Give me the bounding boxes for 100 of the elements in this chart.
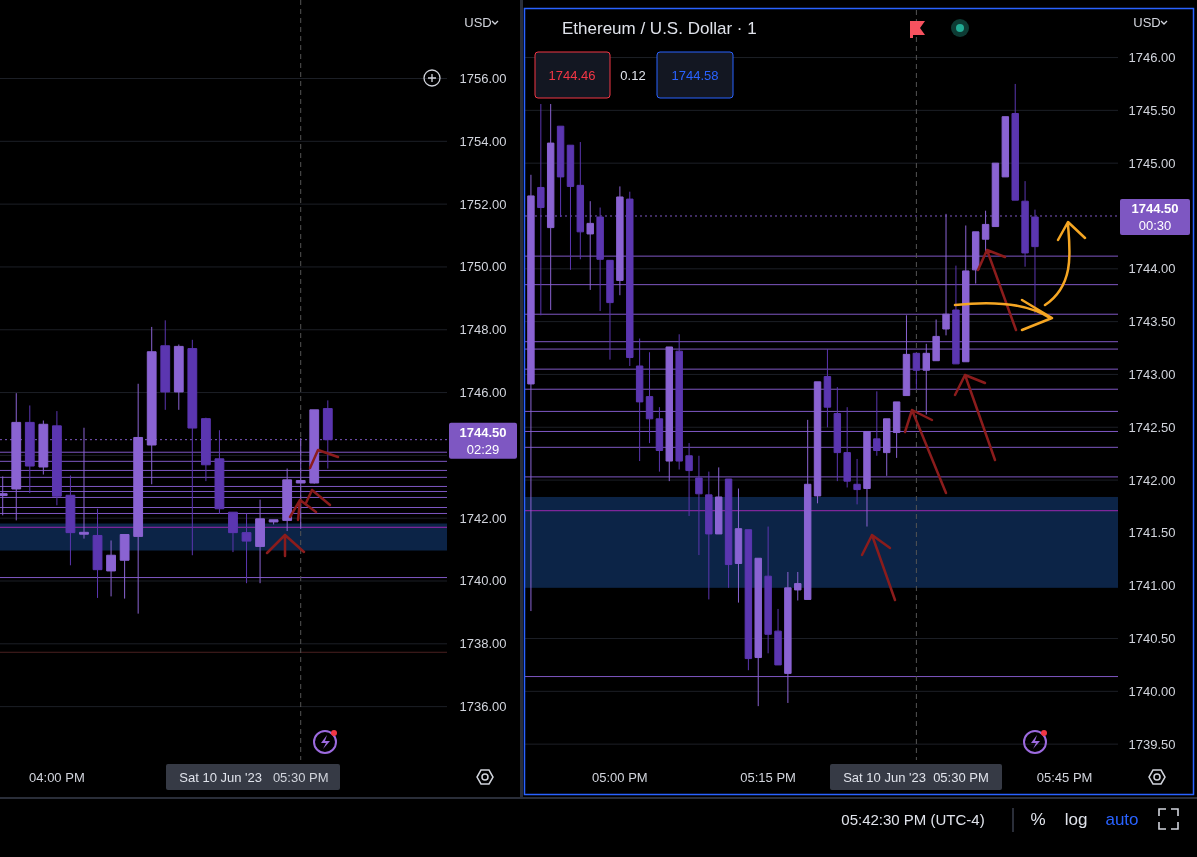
text: Ethereum / U.S. Dollar · 1: [562, 19, 757, 38]
candlestick: [952, 265, 960, 365]
y-tick-label: 1736.00: [459, 699, 507, 715]
candlestick: [586, 200, 594, 291]
candlestick: [971, 231, 980, 285]
candlestick: [119, 534, 130, 600]
candlestick: [803, 419, 812, 600]
x-tick-label: 04:00 PM: [29, 770, 85, 785]
candlestick: [576, 141, 585, 260]
candlestick: [309, 409, 320, 485]
candlestick: [566, 144, 575, 271]
candlestick: [685, 442, 693, 517]
text: 00:30: [1138, 218, 1172, 233]
candlestick: [201, 417, 211, 482]
text: 05:42:30 PM (UTC-4): [841, 811, 985, 828]
candlestick: [146, 326, 157, 485]
candlestick: [942, 213, 950, 336]
x-tick-label: 05:15 PM: [740, 770, 796, 785]
candlestick: [991, 162, 1000, 228]
y-axis-title: USD: [1133, 15, 1161, 30]
candlestick: [922, 343, 930, 416]
candlestick: [11, 392, 22, 521]
candlestick: [133, 383, 144, 615]
candlestick: [1031, 209, 1039, 314]
candlestick: [92, 508, 103, 599]
y-tick-label: 1745.50: [1128, 102, 1176, 118]
y-tick-label: 1740.50: [1128, 631, 1176, 647]
candlestick: [268, 519, 279, 525]
candlestick: [764, 526, 772, 654]
y-tick-label: 1743.00: [1128, 366, 1176, 382]
y-tick-label: 1744.00: [1128, 261, 1176, 277]
candlestick: [833, 386, 842, 482]
candlestick: [962, 224, 970, 363]
candlestick: [626, 191, 634, 367]
candlestick: [596, 207, 604, 312]
candlestick: [912, 352, 921, 390]
y-tick-label: 1748.00: [459, 322, 507, 338]
candlestick: [665, 346, 673, 482]
text: 02:29: [466, 442, 500, 457]
y-tick-label: 1750.00: [459, 259, 507, 275]
candlestick: [255, 499, 265, 584]
candlestick: [892, 401, 901, 459]
y-tick-label: 1742.50: [1128, 419, 1176, 435]
annotation: 1744.58: [671, 68, 719, 83]
candlestick: [744, 529, 753, 671]
candlestick: [774, 608, 782, 666]
candlestick: [537, 103, 545, 316]
ref-line-label: 1744.50: [459, 424, 507, 440]
candlestick: [1011, 83, 1019, 201]
candlestick: [282, 468, 293, 532]
text: Sat 10 Jun '23 05:30 PM: [843, 770, 989, 785]
candlestick: [715, 466, 723, 535]
text: Sat 10 Jun '23: [179, 770, 262, 785]
candlestick: [606, 259, 614, 361]
candlestick: [873, 390, 881, 457]
candlestick: [616, 185, 624, 296]
y-tick-label: 1741.50: [1128, 525, 1176, 541]
y-tick-label: 1756.00: [459, 71, 507, 87]
candlestick: [1021, 180, 1029, 268]
candlestick: [754, 557, 762, 707]
candlestick: [160, 319, 171, 411]
y-tick-label: 1752.00: [459, 196, 507, 212]
candlestick: [51, 410, 62, 506]
annotation: 0.12: [620, 68, 646, 83]
y-tick-label: 1754.00: [459, 133, 507, 149]
y-tick-label: 1739.50: [1128, 736, 1176, 752]
candlestick: [322, 399, 333, 470]
y-tick-label: 1740.00: [459, 573, 507, 589]
x-tick-label: 05:45 PM: [1036, 770, 1093, 785]
candlestick: [173, 344, 184, 411]
candlestick: [902, 314, 911, 397]
candlestick: [853, 458, 861, 505]
candlestick: [843, 406, 851, 488]
y-tick-label: 1742.00: [459, 510, 507, 526]
y-tick-label: 1743.50: [1128, 314, 1176, 330]
candlestick: [295, 437, 306, 530]
candlestick: [705, 471, 713, 600]
y-tick-label: 1745.00: [1128, 155, 1176, 171]
candlestick: [883, 418, 891, 477]
y-tick-label: 1738.00: [459, 636, 507, 652]
candlestick: [556, 125, 565, 218]
candlestick: [24, 404, 35, 494]
candlestick: [932, 319, 940, 362]
x-tick-label: 05:00 PM: [592, 770, 648, 785]
y-tick-label: 1746.00: [1128, 50, 1176, 66]
text: log: [1064, 810, 1088, 829]
y-axis-title: USD: [464, 15, 492, 30]
candlestick: [1001, 116, 1010, 178]
text: %: [1030, 810, 1046, 829]
candlestick: [527, 174, 535, 612]
candlestick: [187, 339, 198, 556]
candlestick: [79, 427, 89, 540]
candlestick: [823, 348, 832, 428]
candlestick: [241, 513, 252, 584]
candlestick: [645, 351, 654, 444]
candlestick: [784, 571, 792, 704]
y-tick-label: 1746.00: [459, 385, 507, 401]
annotation: 1744.46: [548, 68, 596, 83]
candlestick: [794, 571, 802, 601]
candlestick: [724, 478, 733, 589]
